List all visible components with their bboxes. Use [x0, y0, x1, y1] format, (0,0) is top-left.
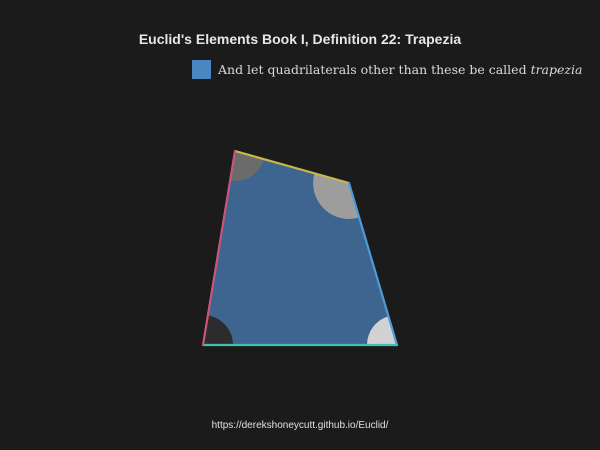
legend: And let quadrilaterals other than these …	[192, 59, 582, 79]
angle-marker-bottom-left	[203, 315, 233, 345]
legend-text-italic: trapezia	[530, 61, 583, 77]
side-left	[201, 149, 237, 347]
diagram-title: Euclid's Elements Book I, Definition 22:…	[138, 31, 462, 47]
side-top	[233, 149, 351, 185]
footer-url: https://derekshoneycutt.github.io/Euclid…	[211, 420, 389, 431]
side-right	[347, 181, 399, 347]
legend-swatch	[192, 59, 211, 79]
legend-text-plain: And let quadrilaterals other than these …	[218, 61, 531, 77]
legend-text: And let quadrilaterals other than these …	[218, 62, 582, 77]
angle-marker-top-right	[313, 173, 360, 219]
angle-marker-top-left	[229, 151, 264, 182]
